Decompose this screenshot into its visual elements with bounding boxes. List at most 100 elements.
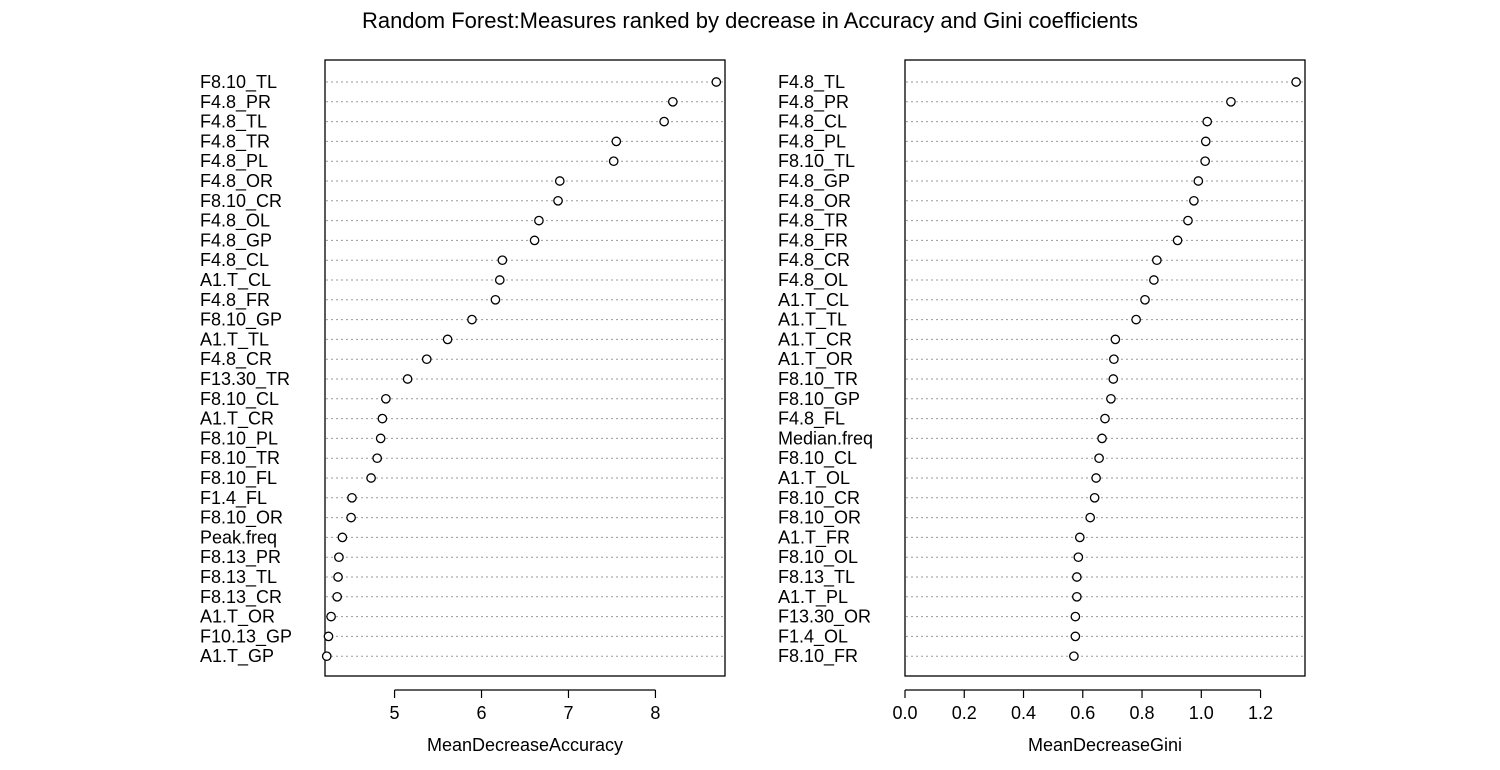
gini-point: [1109, 354, 1119, 365]
accuracy-panel: F8.10_TLF4.8_PRF4.8_TLF4.8_TRF4.8_PLF4.8…: [200, 59, 726, 755]
gini-point: [1140, 294, 1150, 305]
gini-variable-label: F4.8_OL: [778, 270, 848, 291]
gini-point: [1097, 433, 1107, 444]
accuracy-variable-label: A1.T_CL: [200, 270, 271, 291]
gini-point: [1172, 235, 1183, 246]
accuracy-variable-label: F8.13_TL: [200, 567, 277, 588]
gini-plot-frame: [904, 59, 1306, 677]
gini-variable-label: A1.T_CR: [778, 329, 852, 350]
gini-point: [1193, 176, 1204, 186]
accuracy-variable-label: F8.10_OR: [200, 508, 283, 529]
accuracy-point: [323, 631, 334, 642]
gini-x-tick-label: 0.0: [892, 703, 917, 723]
gini-point: [1072, 591, 1082, 602]
accuracy-variable-label: F8.13_PR: [200, 547, 281, 568]
gini-x-tick-label: 0.2: [952, 703, 977, 723]
gini-point: [1091, 473, 1101, 483]
accuracy-point: [529, 235, 540, 246]
accuracy-variable-label: F4.8_OR: [200, 171, 273, 192]
gini-point: [1291, 77, 1301, 87]
gini-variable-label: F8.10_FR: [778, 646, 858, 667]
accuracy-point: [659, 116, 669, 127]
accuracy-variable-label: F8.13_CR: [200, 587, 282, 608]
gini-variable-label: F8.10_GP: [778, 389, 860, 410]
accuracy-point: [611, 136, 622, 147]
accuracy-variable-label: A1.T_OR: [200, 607, 275, 628]
accuracy-point: [372, 453, 383, 464]
gini-variable-label: F4.8_TL: [778, 72, 845, 93]
accuracy-variable-label: F4.8_PR: [200, 92, 271, 113]
gini-point: [1069, 651, 1079, 662]
gini-variable-label: A1.T_OL: [778, 468, 850, 489]
gini-variable-label: F4.8_CR: [778, 250, 850, 271]
gini-x-axis-title: MeanDecreaseGini: [1028, 735, 1182, 755]
accuracy-point: [326, 611, 336, 622]
gini-variable-label: F8.10_CL: [778, 448, 857, 469]
accuracy-variable-label: A1.T_TL: [200, 329, 269, 350]
gini-variable-label: F8.10_OL: [778, 547, 858, 568]
accuracy-point: [667, 96, 678, 107]
gini-variable-label: F4.8_FR: [778, 230, 848, 251]
gini-variable-label: F4.8_CL: [778, 112, 847, 133]
accuracy-variable-label: F13.30_TR: [200, 369, 290, 390]
accuracy-variable-label: F4.8_GP: [200, 230, 272, 251]
gini-variable-label: A1.T_FR: [778, 527, 850, 548]
accuracy-point: [553, 195, 563, 206]
gini-point: [1152, 255, 1162, 266]
gini-point: [1189, 195, 1199, 206]
accuracy-point: [467, 314, 477, 325]
accuracy-point: [402, 374, 413, 384]
accuracy-variable-label: F8.10_GP: [200, 310, 282, 331]
accuracy-point: [497, 255, 508, 266]
accuracy-variable-label: A1.T_GP: [200, 646, 274, 667]
accuracy-point: [534, 215, 544, 226]
accuracy-plot-frame: [324, 59, 726, 677]
gini-variable-label: F4.8_PL: [778, 131, 846, 152]
gini-variable-label: Median.freq: [778, 428, 873, 448]
accuracy-point: [494, 275, 505, 285]
gini-x-tick-label: 1.0: [1189, 703, 1214, 723]
accuracy-variable-label: F4.8_FR: [200, 290, 270, 311]
accuracy-variable-label: F4.8_CR: [200, 349, 272, 370]
gini-variable-label: F4.8_OR: [778, 191, 851, 212]
gini-point: [1100, 413, 1110, 424]
gini-variable-label: F4.8_FL: [778, 409, 845, 430]
gini-point: [1108, 374, 1119, 384]
gini-point: [1085, 512, 1096, 523]
gini-variable-label: A1.T_TL: [778, 310, 847, 331]
gini-variable-label: F8.10_CR: [778, 488, 860, 509]
gini-point: [1070, 631, 1081, 642]
gini-variable-label: A1.T_CL: [778, 290, 849, 311]
accuracy-point: [608, 156, 619, 167]
gini-variable-label: F4.8_PR: [778, 92, 849, 113]
accuracy-point: [375, 433, 386, 444]
gini-x-tick-label: 1.2: [1248, 703, 1273, 723]
figure-title: Random Forest:Measures ranked by decreas…: [362, 8, 1138, 33]
gini-point: [1072, 572, 1082, 582]
gini-variable-label: F1.4_OL: [778, 626, 848, 647]
accuracy-point: [346, 512, 356, 523]
gini-point: [1202, 116, 1213, 127]
gini-point: [1070, 611, 1081, 622]
gini-point: [1110, 334, 1121, 345]
gini-x-tick-label: 0.4: [1011, 703, 1036, 723]
gini-variable-label: F8.10_TL: [778, 151, 855, 172]
accuracy-variable-label: F1.4_FL: [200, 488, 267, 509]
accuracy-variable-label: F4.8_OL: [200, 211, 270, 232]
gini-point: [1094, 453, 1104, 464]
accuracy-variable-label: F8.10_TR: [200, 448, 280, 469]
gini-variable-label: A1.T_PL: [778, 587, 848, 608]
accuracy-point: [321, 651, 332, 662]
accuracy-point: [711, 77, 722, 87]
gini-variable-label: F4.8_GP: [778, 171, 850, 192]
accuracy-variable-label: F4.8_PL: [200, 151, 268, 172]
accuracy-variable-label: F4.8_TL: [200, 112, 267, 133]
accuracy-point: [347, 492, 357, 503]
gini-point: [1226, 96, 1236, 107]
gini-variable-label: F8.10_OR: [778, 508, 861, 529]
gini-panel: F4.8_TLF4.8_PRF4.8_CLF4.8_PLF8.10_TLF4.8…: [778, 59, 1306, 755]
accuracy-variable-label: F4.8_CL: [200, 250, 269, 271]
gini-variable-label: F8.13_TL: [778, 567, 855, 588]
gini-x-tick-label: 0.6: [1070, 703, 1095, 723]
